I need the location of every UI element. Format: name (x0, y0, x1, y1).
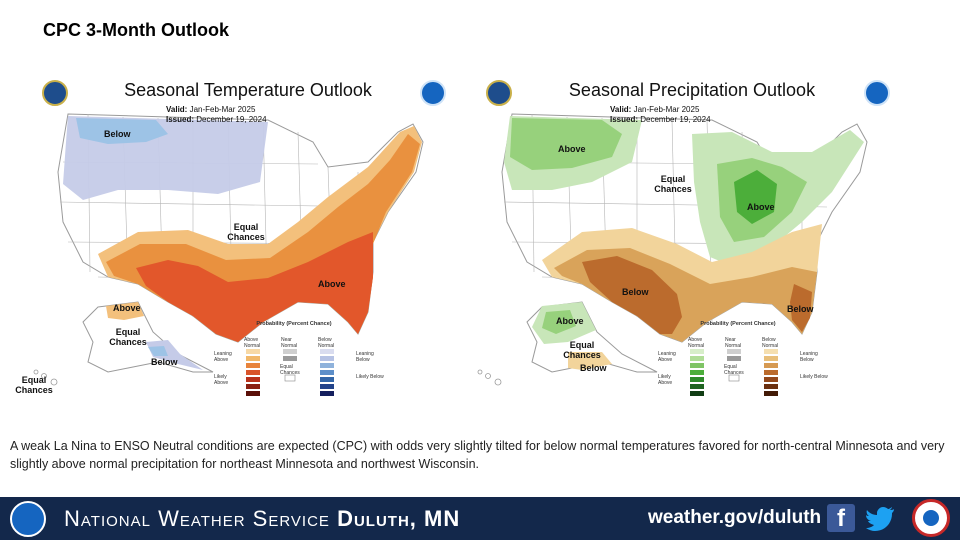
nws-logo-icon (912, 499, 950, 537)
precipitation-map-graphic (477, 113, 868, 396)
precip-label-ak-above: Above (556, 316, 584, 326)
footer-org-prefix: National Weather Service (64, 506, 330, 531)
footer-org-office: Duluth, MN (337, 506, 461, 531)
valid-label: Valid: (166, 105, 188, 114)
precip-label-ak-below: Below (580, 363, 607, 373)
precip-above-nw-core (510, 118, 622, 170)
precip-legend-likely-below: Likely Below (800, 374, 828, 380)
precip-below-50-fl (790, 284, 812, 332)
temperature-map-title: Seasonal Temperature Outlook (124, 80, 372, 100)
precip-label-equal-chances: Equal Chances (654, 174, 692, 194)
valid-value: Jan-Feb-Mar 2025 (633, 105, 700, 114)
slide-title: CPC 3-Month Outlook (43, 20, 229, 40)
temp-legend-col-near: Near Normal (281, 337, 298, 349)
ak-above-region (106, 302, 144, 320)
precip-legend-title: Probability (Percent Chance) (700, 321, 776, 327)
precipitation-map-meta: Valid: Jan-Feb-Mar 2025 Issued: December… (610, 105, 711, 125)
noaa-logo-icon (420, 80, 446, 106)
temp-legend (246, 349, 334, 396)
temp-legend-likely-below: Likely Below (356, 374, 384, 380)
temp-below-core (76, 118, 168, 144)
facebook-icon[interactable]: f (827, 504, 855, 532)
temp-legend-equal-chances: Equal Chances (280, 364, 300, 376)
precip-label-ak-equal-chances: Equal Chances (563, 340, 601, 360)
precip-label-above-gl: Above (747, 202, 775, 212)
precip-legend-equal-chances: Equal Chances (724, 364, 744, 376)
footer-org: National Weather Service Duluth, MN (64, 506, 460, 532)
temp-label-hawaii-equal-chances: Equal Chances (15, 375, 53, 395)
temperature-map-graphic (33, 113, 424, 396)
issued-label: Issued: (610, 115, 639, 124)
temp-label-below: Below (104, 129, 131, 139)
valid-value: Jan-Feb-Mar 2025 (189, 105, 256, 114)
precip-legend (690, 349, 778, 396)
ak-below-core (148, 346, 168, 356)
precipitation-outlook-map: Seasonal Precipitation Outlook Valid: Ja… (472, 72, 912, 412)
temp-legend-col-below: Below Normal (318, 337, 335, 349)
hawaii-outline (33, 369, 58, 386)
temp-legend-title: Probability (Percent Chance) (256, 321, 332, 327)
footer-bar: National Weather Service Duluth, MN weat… (0, 497, 960, 540)
temp-legend-likely-above: Likely Above (214, 374, 229, 386)
temp-label-equal-chances: Equal Chances (227, 222, 265, 242)
commerce-seal-icon (486, 80, 512, 106)
precip-label-below-fl: Below (787, 304, 814, 314)
temp-label-ak-equal-chances: Equal Chances (109, 327, 147, 347)
temp-label-ak-above: Above (113, 303, 141, 313)
temp-above-50 (136, 232, 373, 342)
noaa-logo-icon (864, 80, 890, 106)
alaska-outline (82, 301, 214, 373)
precip-label-below: Below (622, 287, 649, 297)
footer-url-link[interactable]: weather.gov/duluth (648, 507, 822, 528)
precip-legend-col-below: Below Normal (762, 337, 779, 349)
valid-label: Valid: (610, 105, 632, 114)
ak-below-region (568, 352, 612, 370)
temperature-map-meta: Valid: Jan-Feb-Mar 2025 Issued: December… (166, 105, 267, 125)
precip-above-gl-core (734, 170, 777, 224)
precipitation-map-title: Seasonal Precipitation Outlook (568, 80, 816, 100)
noaa-logo-icon (10, 501, 46, 537)
hawaii-outline (477, 369, 502, 386)
issued-value: December 19, 2024 (196, 115, 267, 124)
precip-legend-col-near: Near Normal (725, 337, 742, 349)
temp-label-ak-below: Below (151, 357, 178, 367)
temperature-outlook-map: Seasonal Temperature Outlook Valid: Jan-… (15, 72, 468, 412)
precip-legend-leaning-below: Leaning Below (800, 351, 818, 363)
temp-legend-leaning-above: Leaning Above (214, 351, 232, 363)
issued-value: December 19, 2024 (640, 115, 711, 124)
precip-legend-likely-above: Likely Above (658, 374, 673, 386)
temp-label-above: Above (318, 279, 346, 289)
outlook-caption: A weak La Nina to ENSO Neutral condition… (10, 439, 945, 471)
ak-above-core (542, 310, 576, 334)
precip-below-50 (582, 256, 682, 334)
temp-legend-col-above: Above Normal (244, 337, 261, 349)
precip-legend-col-above: Above Normal (688, 337, 705, 349)
temp-legend-leaning-below: Leaning Below (356, 351, 374, 363)
issued-label: Issued: (166, 115, 195, 124)
commerce-seal-icon (42, 80, 68, 106)
precip-legend-leaning-above: Leaning Above (658, 351, 676, 363)
twitter-icon[interactable] (866, 504, 896, 532)
precip-label-above-nw: Above (558, 144, 586, 154)
